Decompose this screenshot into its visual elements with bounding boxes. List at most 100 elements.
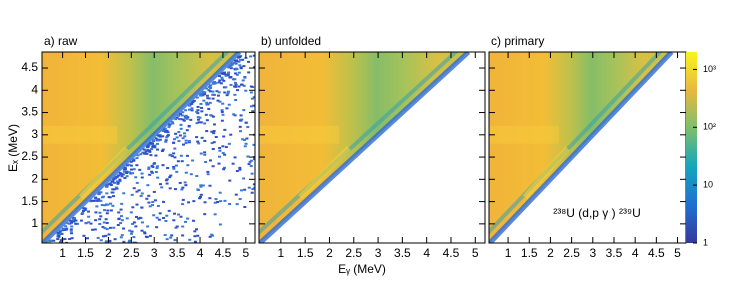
noise bbox=[199, 94, 203, 97]
noise bbox=[223, 199, 227, 202]
noise bbox=[181, 186, 185, 189]
y-axis-label: Eₓ (MeV) bbox=[6, 124, 20, 172]
noise bbox=[115, 180, 119, 183]
noise bbox=[168, 187, 172, 190]
noise bbox=[151, 142, 155, 145]
noise bbox=[196, 105, 200, 108]
noise bbox=[244, 121, 248, 124]
noise bbox=[154, 170, 158, 173]
noise bbox=[129, 232, 133, 235]
noise bbox=[234, 83, 238, 86]
noise bbox=[233, 78, 237, 81]
noise bbox=[173, 188, 177, 191]
x-tick-label: 2 bbox=[326, 246, 333, 260]
noise bbox=[83, 208, 87, 211]
noise bbox=[203, 213, 207, 216]
noise bbox=[200, 106, 204, 109]
noise bbox=[105, 228, 109, 231]
ridge bbox=[78, 146, 129, 200]
noise bbox=[196, 109, 200, 112]
noise bbox=[129, 164, 133, 167]
x-tick-label: 1 bbox=[505, 246, 512, 260]
noise bbox=[220, 110, 224, 113]
noise bbox=[249, 159, 253, 162]
noise bbox=[184, 109, 188, 112]
noise bbox=[161, 164, 165, 167]
noise bbox=[160, 150, 164, 153]
y-tick-label: 1.5 bbox=[21, 194, 38, 208]
noise bbox=[196, 112, 200, 115]
noise bbox=[241, 138, 245, 141]
noise bbox=[240, 118, 244, 121]
noise bbox=[235, 203, 239, 206]
noise bbox=[250, 191, 254, 194]
noise bbox=[102, 209, 106, 212]
noise bbox=[153, 146, 157, 149]
noise bbox=[215, 90, 219, 93]
noise bbox=[212, 130, 216, 133]
noise bbox=[212, 132, 216, 135]
noise bbox=[146, 225, 150, 228]
noise bbox=[187, 140, 191, 143]
noise bbox=[112, 188, 116, 191]
noise bbox=[222, 168, 226, 171]
noise bbox=[104, 203, 108, 206]
noise bbox=[250, 97, 254, 100]
noise bbox=[156, 176, 160, 179]
noise bbox=[220, 109, 224, 112]
noise bbox=[181, 118, 185, 121]
noise bbox=[199, 121, 203, 124]
colorbar-tick-label: 10 bbox=[703, 180, 713, 190]
noise bbox=[184, 171, 188, 174]
noise bbox=[219, 200, 223, 203]
x-tick-label: 1.5 bbox=[77, 246, 94, 260]
noise bbox=[132, 187, 136, 190]
noise bbox=[235, 60, 239, 63]
noise bbox=[136, 154, 140, 157]
noise bbox=[226, 90, 230, 93]
noise bbox=[170, 121, 174, 124]
noise bbox=[214, 135, 218, 138]
noise bbox=[150, 143, 154, 146]
noise bbox=[120, 202, 124, 205]
noise bbox=[203, 151, 207, 154]
noise bbox=[125, 171, 129, 174]
noise bbox=[204, 113, 208, 116]
noise bbox=[208, 159, 212, 162]
noise bbox=[212, 93, 216, 96]
noise bbox=[116, 224, 120, 227]
noise bbox=[227, 71, 231, 74]
noise bbox=[178, 118, 182, 121]
noise bbox=[203, 93, 207, 96]
noise bbox=[143, 152, 147, 155]
noise bbox=[218, 100, 222, 103]
noise bbox=[163, 234, 167, 237]
noise bbox=[149, 141, 153, 144]
y-tick-label: 4 bbox=[31, 82, 38, 96]
noise bbox=[170, 234, 174, 237]
noise bbox=[202, 99, 206, 102]
noise bbox=[201, 184, 205, 187]
noise bbox=[218, 149, 222, 152]
noise bbox=[128, 239, 132, 242]
noise bbox=[246, 155, 250, 158]
noise bbox=[237, 71, 241, 74]
noise bbox=[243, 145, 247, 148]
noise bbox=[179, 123, 183, 126]
noise bbox=[113, 177, 117, 180]
noise bbox=[239, 119, 243, 122]
noise bbox=[181, 225, 185, 228]
x-tick-label: 2.5 bbox=[563, 246, 580, 260]
heatmap-panel bbox=[489, 52, 674, 243]
noise bbox=[239, 58, 243, 61]
noise bbox=[217, 91, 221, 94]
noise bbox=[150, 148, 154, 151]
noise bbox=[143, 232, 147, 235]
noise bbox=[140, 172, 144, 175]
noise bbox=[218, 155, 222, 158]
noise bbox=[221, 102, 225, 105]
noise bbox=[164, 219, 168, 222]
noise bbox=[204, 161, 208, 164]
noise bbox=[111, 188, 115, 191]
noise bbox=[208, 90, 212, 93]
